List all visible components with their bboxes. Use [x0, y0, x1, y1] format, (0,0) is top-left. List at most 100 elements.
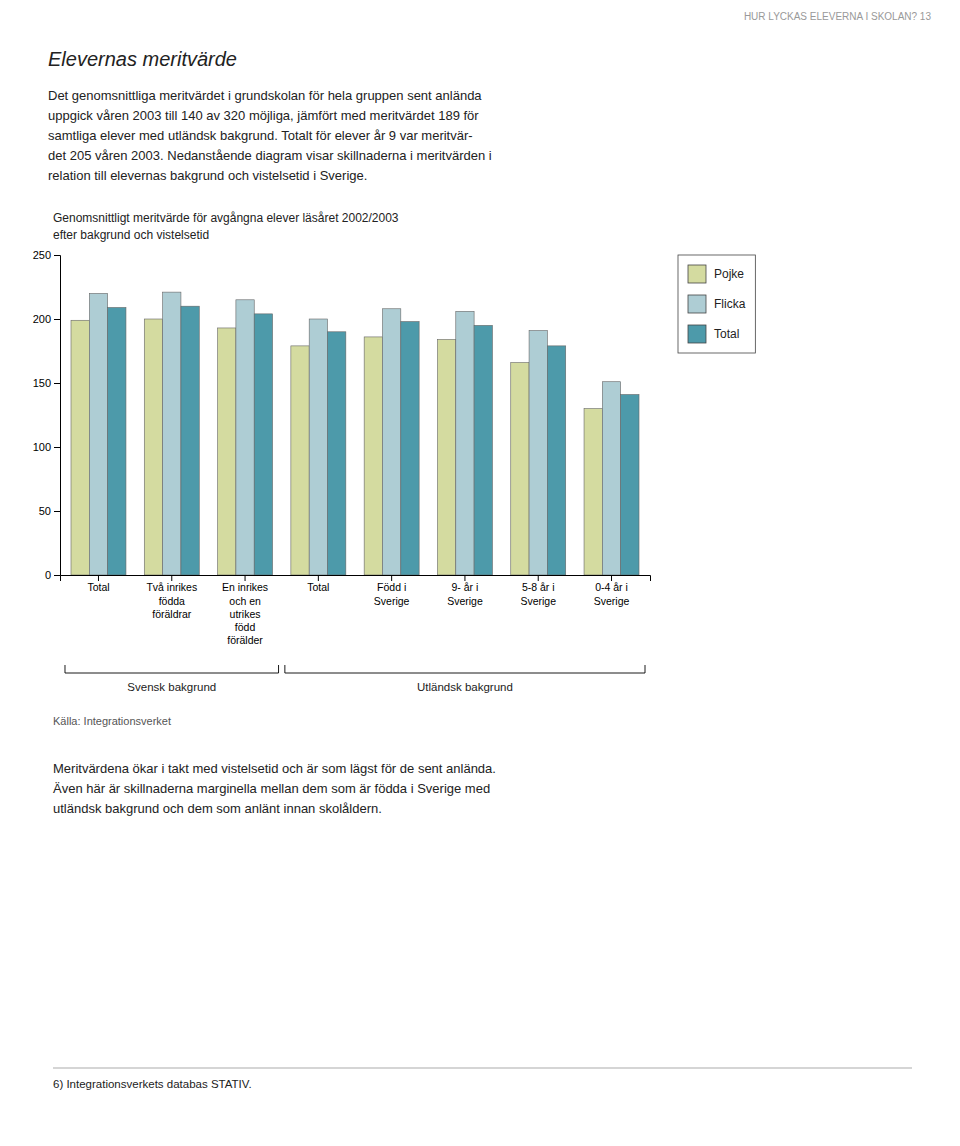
y-tick-label: 100 [33, 441, 51, 453]
legend-item: Flicka [688, 295, 746, 313]
bracket-line [285, 665, 645, 673]
y-tick-mark [54, 319, 60, 320]
y-tick-mark [54, 255, 60, 256]
x-tick: Född iSverige [374, 575, 410, 607]
x-tick-label: Total [87, 581, 109, 593]
x-tick-label: Total [307, 581, 329, 593]
y-tick-mark [54, 447, 60, 448]
y-tick: 250 [33, 249, 60, 261]
bar [328, 332, 346, 575]
bar [382, 309, 400, 575]
legend-label: Pojke [714, 267, 744, 281]
x-tick-mark [98, 575, 99, 581]
legend-swatch [688, 325, 706, 343]
x-tick-mark [171, 575, 172, 581]
y-tick-label: 0 [45, 569, 51, 581]
legend-label: Flicka [714, 297, 746, 311]
y-axis-line [54, 256, 61, 576]
bar [71, 320, 89, 575]
legend-swatch [688, 265, 706, 283]
x-tick: 0-4 år iSverige [594, 575, 630, 607]
x-tick-label: 9- år iSverige [447, 581, 483, 606]
y-tick: 50 [39, 505, 60, 517]
y-tick-mark [54, 383, 60, 384]
y-tick: 100 [33, 441, 60, 453]
bar-series [89, 292, 620, 575]
y-tick-mark [54, 575, 60, 576]
bar [474, 325, 492, 575]
legend-item: Total [688, 325, 739, 343]
x-tick-label: 5-8 år iSverige [520, 581, 556, 606]
x-tick-label: Två inrikesföddaföräldrar [146, 581, 197, 619]
group-annotations: Svensk bakgrund Utländsk bakgrund [65, 665, 645, 693]
body-text: Meritvärdena ökar i takt med vistelsetid… [53, 761, 496, 816]
bracket-line [65, 665, 279, 673]
bar [291, 346, 309, 575]
x-tick-label: En inrikesoch enutrikesföddförälder [222, 581, 268, 646]
x-tick: Två inrikesföddaföräldrar [146, 575, 197, 620]
legend-label: Total [714, 327, 739, 341]
bar [401, 322, 419, 575]
y-tick-mark [54, 511, 60, 512]
x-tick-label: Född iSverige [374, 581, 410, 606]
bar [584, 409, 602, 575]
bar [163, 292, 181, 575]
x-tick-mark [245, 575, 246, 581]
x-axis-line [61, 576, 651, 582]
x-tick: 9- år iSverige [447, 575, 483, 607]
y-tick: 200 [33, 313, 60, 325]
page: HUR LYCKAS ELEVERNA I SKOLAN? 13 Eleverna… [0, 0, 960, 1146]
chart-title: Genomsnittligt meritvärde för avgångna e… [53, 211, 399, 225]
group-label: Svensk bakgrund [127, 681, 216, 693]
bar [529, 331, 547, 575]
y-tick-label: 150 [33, 377, 51, 389]
bar [309, 319, 327, 575]
x-axis: Total Två inrikesföddaföräldrar En inrikes… [61, 575, 651, 646]
bar [218, 328, 236, 575]
footnote: 6) Integrationsverkets databas STATIV. [53, 1078, 252, 1090]
bar [621, 395, 639, 575]
bar [181, 306, 199, 575]
y-tick: 0 [45, 569, 60, 581]
y-tick-label: 250 [33, 249, 51, 261]
x-tick-mark [611, 575, 612, 581]
legend: Pojke Flicka Total [678, 255, 755, 353]
footnote-rule [53, 1068, 912, 1069]
body-text: Det genomsnittliga meritvärdet i grundsk… [48, 88, 492, 183]
x-tick-mark [391, 575, 392, 581]
bar [108, 307, 126, 575]
x-tick-mark [318, 575, 319, 581]
bar [364, 337, 382, 575]
group-label: Utländsk bakgrund [417, 681, 513, 693]
legend-swatch [688, 295, 706, 313]
x-tick: Total [307, 575, 329, 593]
group-bracket: Utländsk bakgrund [285, 665, 645, 693]
x-tick: 5-8 år iSverige [520, 575, 556, 607]
group-bracket: Svensk bakgrund [65, 665, 279, 693]
x-tick-mark [538, 575, 539, 581]
bar [456, 311, 474, 575]
y-tick-label: 200 [33, 313, 51, 325]
bar [437, 339, 455, 575]
bar [254, 314, 272, 575]
bar [144, 319, 162, 575]
source: Källa: Integrationsverket [53, 715, 171, 727]
bar [236, 300, 254, 575]
y-axis: 0 50 100 150 200 250 [33, 249, 61, 581]
chart-subtitle: efter bakgrund och vistelsetid [53, 228, 209, 242]
x-tick-label: 0-4 år iSverige [594, 581, 630, 606]
bar [511, 363, 529, 575]
bar [547, 346, 565, 575]
bars [71, 292, 639, 575]
bar-series [71, 319, 602, 575]
bar [89, 293, 107, 575]
bar-series [108, 306, 639, 575]
page-heading: Elevernas meritvärde [48, 48, 237, 70]
y-tick: 150 [33, 377, 60, 389]
x-tick: En inrikesoch enutrikesföddförälder [222, 575, 268, 646]
x-tick: Total [87, 575, 109, 593]
legend-frame [678, 255, 755, 353]
page-header: HUR LYCKAS ELEVERNA I SKOLAN? 13 [744, 11, 932, 22]
legend-item: Pojke [688, 265, 744, 283]
y-tick-label: 50 [39, 505, 51, 517]
